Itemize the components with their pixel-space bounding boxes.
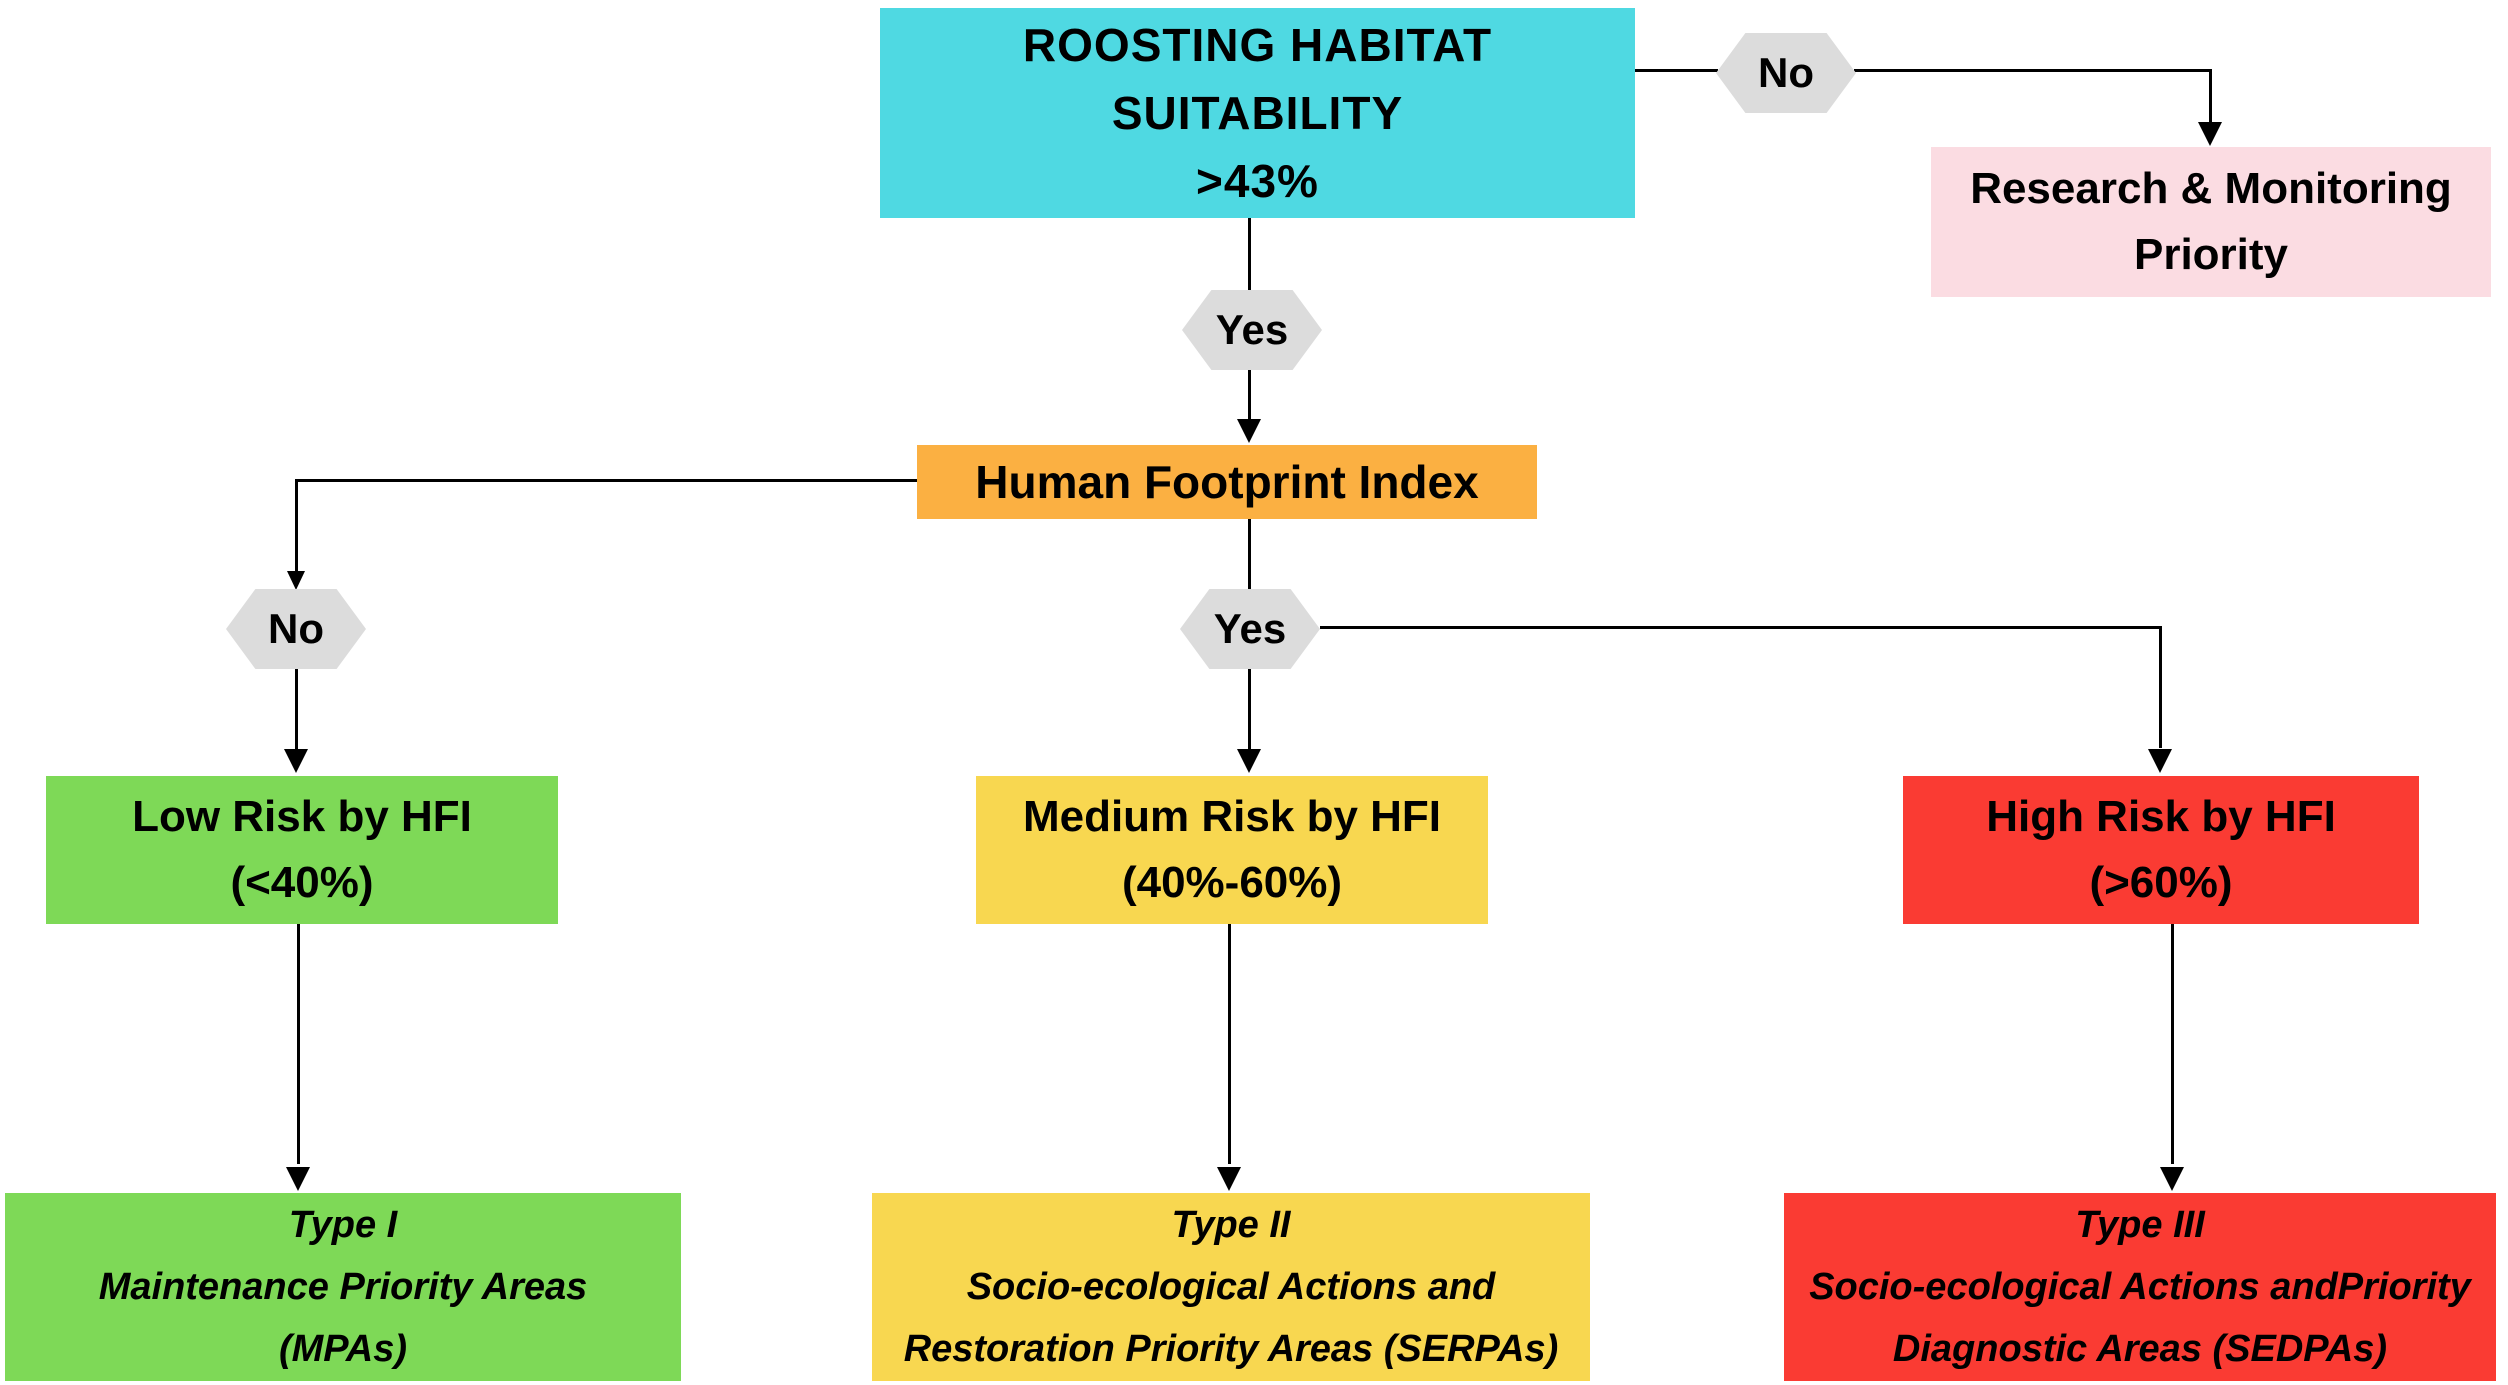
node-line: Medium Risk by HFI bbox=[1022, 792, 1442, 841]
node-line: (<40%) bbox=[230, 858, 374, 907]
arrowhead-hfi bbox=[1237, 419, 1261, 443]
arrowhead-medium bbox=[1237, 749, 1261, 773]
arrowhead-type2 bbox=[1217, 1167, 1241, 1191]
decision-no-top: No bbox=[1716, 33, 1856, 113]
node-research-monitoring-priority: Research & Monitoring Priority bbox=[1931, 147, 2491, 297]
connector-roosting-to-yes bbox=[1248, 216, 1251, 290]
node-human-footprint-index: Human Footprint Index bbox=[917, 445, 1537, 519]
node-line: SUITABILITY bbox=[1111, 87, 1404, 139]
node-line: Research & Monitoring bbox=[1970, 164, 2452, 213]
node-line: Priority bbox=[2133, 230, 2289, 279]
node-line: Diagnostic Areas (SEDPAs) bbox=[1892, 1328, 2388, 1370]
node-line: ROOSTING HABITAT bbox=[1022, 19, 1493, 71]
arrowhead-low bbox=[284, 749, 308, 773]
node-type2-serpas: Type II Socio-ecological Actions and Res… bbox=[872, 1193, 1590, 1381]
node-type3-sedpas: Type III Socio-ecological Actions andPri… bbox=[1784, 1193, 2496, 1381]
connector-medium-to-type2 bbox=[1228, 924, 1231, 1164]
node-line: Maintenance Priority Areas bbox=[98, 1266, 588, 1308]
connector-elbow-to-research bbox=[2209, 69, 2212, 125]
connector-yes-right-horizontal bbox=[1320, 626, 2162, 629]
connector-yes-to-medium bbox=[1248, 668, 1251, 750]
node-high-risk: High Risk by HFI (>60%) bbox=[1903, 776, 2419, 924]
arrowhead-high bbox=[2148, 749, 2172, 773]
arrowhead-left-no bbox=[287, 571, 305, 590]
connector-high-to-type3 bbox=[2171, 924, 2174, 1164]
connector-left-elbow-down bbox=[295, 479, 298, 573]
connector-right-elbow-down bbox=[2159, 626, 2162, 748]
node-line: >43% bbox=[1196, 155, 1319, 207]
decision-no-top-label: No bbox=[1758, 49, 1814, 96]
connector-roosting-to-no bbox=[1633, 69, 1718, 72]
node-line: Type II bbox=[1171, 1204, 1291, 1246]
node-line: Type III bbox=[2075, 1204, 2205, 1246]
arrowhead-type1 bbox=[286, 1167, 310, 1191]
node-type1-mpas: Type I Maintenance Priority Areas (MPAs) bbox=[5, 1193, 681, 1381]
node-line: (MPAs) bbox=[278, 1328, 408, 1370]
decision-yes-mid-label: Yes bbox=[1213, 605, 1287, 652]
connector-low-to-type1 bbox=[297, 924, 300, 1164]
decision-no-left: No bbox=[226, 589, 366, 669]
connector-hfi-left-horizontal bbox=[295, 479, 917, 482]
node-line: Socio-ecological Actions and bbox=[966, 1266, 1496, 1308]
arrowhead-research bbox=[2198, 122, 2222, 146]
node-medium-risk: Medium Risk by HFI (40%-60%) bbox=[976, 776, 1488, 924]
node-line: Human Footprint Index bbox=[975, 456, 1479, 508]
decision-no-left-label: No bbox=[268, 605, 324, 652]
node-line: Type I bbox=[288, 1204, 398, 1246]
node-line: Restoration Priority Areas (SERPAs) bbox=[903, 1328, 1559, 1370]
connector-no-to-elbow bbox=[1854, 69, 2212, 72]
decision-yes-mid: Yes bbox=[1180, 589, 1320, 669]
node-line: Socio-ecological Actions andPriority bbox=[1809, 1266, 2471, 1308]
connector-no-to-low bbox=[295, 668, 298, 750]
decision-yes-top: Yes bbox=[1182, 290, 1322, 370]
connector-hfi-to-yes-mid bbox=[1248, 519, 1251, 591]
node-low-risk: Low Risk by HFI (<40%) bbox=[46, 776, 558, 924]
node-roosting-habitat-suitability: ROOSTING HABITAT SUITABILITY >43% bbox=[880, 8, 1635, 218]
arrowhead-type3 bbox=[2160, 1167, 2184, 1191]
node-line: (40%-60%) bbox=[1121, 858, 1343, 907]
connector-yes-to-hfi bbox=[1248, 370, 1251, 422]
decision-yes-top-label: Yes bbox=[1215, 306, 1289, 353]
node-line: High Risk by HFI bbox=[1986, 792, 2336, 841]
node-line: Low Risk by HFI bbox=[132, 792, 472, 841]
node-line: (>60%) bbox=[2089, 858, 2233, 907]
